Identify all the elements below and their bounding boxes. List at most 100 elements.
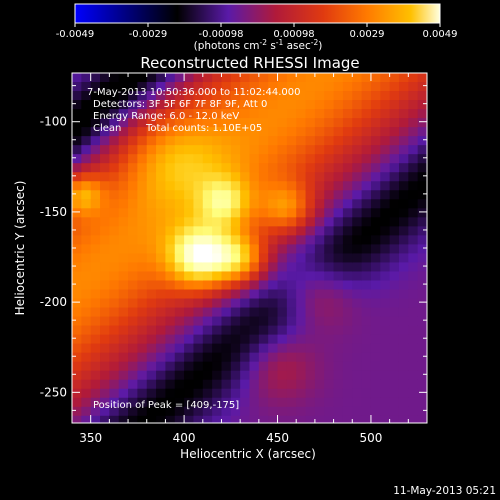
heatmap-cell bbox=[286, 289, 297, 300]
heatmap-cell bbox=[389, 253, 400, 264]
heatmap-cell bbox=[380, 325, 391, 336]
heatmap-cell bbox=[258, 262, 269, 273]
heatmap-cell bbox=[296, 253, 307, 264]
heatmap-cell bbox=[380, 406, 391, 417]
heatmap-cell bbox=[128, 415, 138, 423]
heatmap-cell bbox=[361, 109, 372, 119]
heatmap-cell bbox=[370, 388, 381, 399]
heatmap-cell bbox=[417, 181, 427, 191]
heatmap-cell bbox=[380, 154, 391, 164]
heatmap-cell bbox=[342, 406, 353, 417]
heatmap-cell bbox=[221, 235, 232, 245]
heatmap-cell bbox=[296, 343, 307, 354]
heatmap-cell bbox=[109, 262, 120, 273]
x-tick-label: 400 bbox=[173, 431, 196, 445]
heatmap-cell bbox=[193, 307, 204, 318]
heatmap-cell bbox=[137, 136, 148, 146]
heatmap-cell bbox=[174, 190, 185, 200]
heatmap-cell bbox=[240, 217, 251, 227]
heatmap-cell bbox=[156, 325, 167, 336]
heatmap-cell bbox=[221, 271, 232, 282]
heatmap-cell bbox=[240, 163, 251, 173]
heatmap-cell bbox=[118, 100, 129, 110]
heatmap-cell bbox=[193, 118, 204, 128]
heatmap-cell bbox=[296, 172, 307, 182]
heatmap-cell bbox=[156, 361, 167, 372]
heatmap-cell bbox=[380, 397, 391, 408]
heatmap-cell bbox=[249, 406, 260, 417]
heatmap-cell bbox=[389, 388, 400, 399]
footer-date: 11-May-2013 05:21 bbox=[393, 485, 496, 497]
heatmap-cell bbox=[146, 100, 157, 110]
heatmap-cell bbox=[90, 217, 101, 227]
heatmap-cell bbox=[296, 289, 307, 300]
y-tick-label: -250 bbox=[40, 385, 67, 399]
heatmap-cell bbox=[268, 325, 279, 336]
colorbar-tick-label: -0.00098 bbox=[199, 29, 244, 40]
heatmap-cell bbox=[81, 406, 92, 417]
heatmap-cell bbox=[72, 361, 82, 372]
heatmap-cell bbox=[389, 190, 400, 200]
heatmap-cell bbox=[361, 181, 372, 191]
heatmap-cell bbox=[258, 217, 269, 227]
heatmap-cell bbox=[277, 235, 288, 245]
heatmap-cell bbox=[324, 100, 335, 110]
heatmap-cell bbox=[258, 271, 269, 282]
heatmap-cell bbox=[90, 298, 101, 309]
heatmap-cell bbox=[202, 406, 213, 417]
heatmap-cell bbox=[361, 172, 372, 182]
heatmap-cell bbox=[100, 343, 110, 354]
heatmap-cell bbox=[249, 208, 260, 218]
heatmap-cell bbox=[202, 226, 213, 236]
heatmap-cell bbox=[352, 91, 363, 101]
heatmap-cell bbox=[408, 388, 419, 399]
heatmap-cell bbox=[137, 100, 148, 110]
heatmap-cell bbox=[277, 100, 288, 110]
heatmap-cell bbox=[137, 91, 148, 101]
heatmap-cell bbox=[137, 199, 148, 209]
heatmap-cell bbox=[184, 415, 195, 423]
heatmap-cell bbox=[100, 289, 110, 300]
heatmap-cell bbox=[333, 406, 344, 417]
heatmap-cell bbox=[118, 298, 129, 309]
heatmap-cell bbox=[324, 127, 335, 137]
heatmap-cell bbox=[277, 172, 288, 182]
heatmap-cell bbox=[128, 100, 138, 110]
heatmap-cell bbox=[174, 136, 185, 146]
heatmap-cell bbox=[100, 388, 110, 399]
heatmap-cell bbox=[380, 379, 391, 390]
heatmap-cell bbox=[342, 181, 353, 191]
heatmap-cell bbox=[380, 388, 391, 399]
heatmap-cell bbox=[324, 352, 335, 363]
heatmap-cell bbox=[72, 379, 82, 390]
heatmap-cell bbox=[314, 199, 325, 209]
heatmap-cell bbox=[193, 235, 204, 245]
heatmap-cell bbox=[370, 325, 381, 336]
heatmap-cell bbox=[361, 280, 372, 291]
heatmap-cell bbox=[361, 199, 372, 209]
heatmap-cell bbox=[305, 397, 316, 408]
heatmap-cell bbox=[193, 370, 204, 381]
heatmap-cell bbox=[268, 136, 279, 146]
heatmap-cell bbox=[90, 190, 101, 200]
heatmap-cell bbox=[184, 397, 195, 408]
heatmap-cell bbox=[202, 289, 213, 300]
heatmap-cell bbox=[156, 289, 167, 300]
heatmap-cell bbox=[100, 235, 110, 245]
heatmap-cell bbox=[193, 298, 204, 309]
heatmap-cell bbox=[230, 172, 241, 182]
heatmap-cell bbox=[240, 253, 251, 264]
heatmap-cell bbox=[408, 262, 419, 273]
heatmap-cell bbox=[90, 415, 101, 423]
heatmap-cell bbox=[100, 280, 110, 291]
heatmap-cell bbox=[333, 289, 344, 300]
heatmap-cell bbox=[118, 352, 129, 363]
heatmap-cell bbox=[240, 145, 251, 155]
heatmap-cell bbox=[314, 181, 325, 191]
heatmap-cell bbox=[277, 379, 288, 390]
colorbar-tick-label: 0.0029 bbox=[350, 29, 385, 40]
heatmap-cell bbox=[212, 118, 223, 128]
heatmap-cell bbox=[109, 145, 120, 155]
heatmap-cell bbox=[240, 244, 251, 255]
heatmap-cell bbox=[165, 73, 176, 83]
